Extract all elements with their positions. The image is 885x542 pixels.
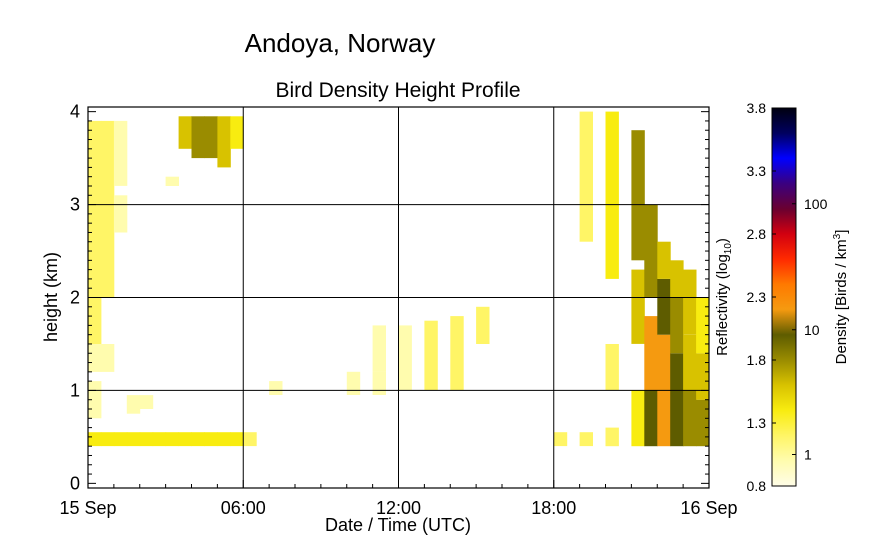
density-cell bbox=[230, 116, 244, 149]
density-cell bbox=[178, 432, 192, 447]
colorbar-left-tick-label: 2.8 bbox=[747, 226, 767, 242]
density-cell bbox=[372, 325, 386, 372]
density-cell bbox=[100, 432, 115, 447]
density-cell bbox=[696, 399, 710, 447]
density-cell bbox=[631, 269, 645, 344]
colorbar-left-tick-label: 1.8 bbox=[747, 352, 767, 368]
density-cell bbox=[398, 325, 412, 391]
density-cell bbox=[243, 432, 257, 447]
density-cell bbox=[178, 116, 192, 149]
figure-suptitle: Andoya, Norway bbox=[245, 28, 436, 58]
y-axis-label: height (km) bbox=[41, 252, 61, 342]
density-cell bbox=[605, 427, 619, 447]
density-cell bbox=[605, 344, 619, 391]
density-cell bbox=[644, 316, 658, 391]
density-cell bbox=[476, 306, 490, 344]
density-cell bbox=[165, 432, 179, 447]
density-cell bbox=[113, 120, 128, 186]
density-cell bbox=[450, 316, 464, 391]
x-tick-label: 18:00 bbox=[531, 498, 576, 518]
colorbar-reflectivity-label: Reflectivity (log10) bbox=[714, 238, 734, 356]
x-tick-label: 12:00 bbox=[376, 498, 421, 518]
y-axis-ticks: 0 1 2 3 4 bbox=[70, 102, 709, 493]
density-cell bbox=[165, 176, 179, 186]
colorbar-reflectivity-ticks: 0.8 1.3 1.8 2.3 2.8 3.3 3.8 bbox=[747, 100, 776, 494]
colorbar-left-tick-label: 3.8 bbox=[747, 100, 767, 116]
density-cell bbox=[113, 195, 128, 233]
density-cell bbox=[88, 120, 102, 205]
colorbar-density-label: Density [Birds / km3] bbox=[832, 230, 850, 365]
density-cell bbox=[88, 432, 102, 447]
colorbar-right-tick-label: 10 bbox=[804, 322, 820, 338]
density-cell bbox=[631, 130, 645, 261]
density-cell bbox=[683, 334, 697, 391]
density-cell bbox=[139, 395, 154, 409]
density-cell bbox=[100, 120, 115, 298]
density-cell bbox=[683, 390, 697, 447]
density-cell bbox=[372, 371, 386, 395]
density-cell bbox=[139, 432, 154, 447]
x-axis-label: Date / Time (UTC) bbox=[325, 515, 471, 535]
density-cell bbox=[670, 353, 684, 447]
x-tick-label: 15 Sep bbox=[59, 498, 116, 518]
x-tick-label: 16 Sep bbox=[680, 498, 737, 518]
x-tick-label: 06:00 bbox=[221, 498, 266, 518]
density-cell bbox=[269, 381, 283, 395]
density-cell bbox=[631, 390, 645, 447]
density-cell bbox=[670, 260, 684, 298]
density-cell bbox=[217, 116, 231, 168]
density-cell bbox=[88, 204, 102, 344]
colorbar-left-tick-label: 0.8 bbox=[747, 478, 767, 494]
y-tick-label: 4 bbox=[70, 102, 80, 122]
density-cell bbox=[88, 344, 102, 372]
colorbar-left-tick-label: 1.3 bbox=[747, 415, 767, 431]
y-tick-label: 1 bbox=[70, 380, 80, 400]
y-tick-label: 2 bbox=[70, 288, 80, 308]
colorbar-left-tick-label: 2.3 bbox=[747, 289, 767, 305]
colorbar-right-tick-label: 100 bbox=[804, 196, 828, 212]
density-cell bbox=[657, 278, 671, 335]
density-cell bbox=[191, 116, 205, 159]
density-cell bbox=[579, 432, 593, 447]
y-tick-label: 3 bbox=[70, 195, 80, 215]
density-cell bbox=[670, 297, 684, 354]
x-axis-ticks: 15 Sep 06:00 12:00 18:00 16 Sep bbox=[59, 480, 738, 518]
density-cell bbox=[696, 297, 710, 354]
density-cell bbox=[696, 353, 710, 400]
density-cell bbox=[217, 432, 231, 447]
density-cell bbox=[204, 432, 218, 447]
colorbar-left-tick-label: 3.3 bbox=[747, 163, 767, 179]
chart-title: Bird Density Height Profile bbox=[275, 79, 520, 102]
colorbar-density-ticks: 1 10 100 bbox=[792, 196, 828, 463]
density-cell bbox=[230, 432, 244, 447]
density-cell bbox=[644, 390, 658, 447]
density-cell bbox=[113, 432, 128, 447]
density-cell bbox=[683, 269, 697, 335]
density-cell bbox=[346, 371, 361, 395]
plot-grid bbox=[88, 107, 709, 488]
colorbar-right-tick-label: 1 bbox=[804, 447, 812, 463]
density-cell bbox=[126, 432, 141, 447]
density-cell bbox=[553, 432, 568, 447]
density-cell bbox=[605, 111, 619, 279]
density-cell bbox=[152, 432, 167, 447]
density-cell bbox=[424, 320, 438, 391]
density-heatmap bbox=[88, 111, 710, 447]
density-cell bbox=[657, 241, 671, 279]
density-cell bbox=[579, 111, 593, 242]
density-cell bbox=[126, 395, 141, 414]
density-cell bbox=[191, 432, 205, 447]
density-cell bbox=[100, 344, 115, 372]
y-tick-label: 0 bbox=[70, 473, 80, 493]
density-cell bbox=[644, 204, 658, 298]
density-cell bbox=[204, 116, 218, 159]
